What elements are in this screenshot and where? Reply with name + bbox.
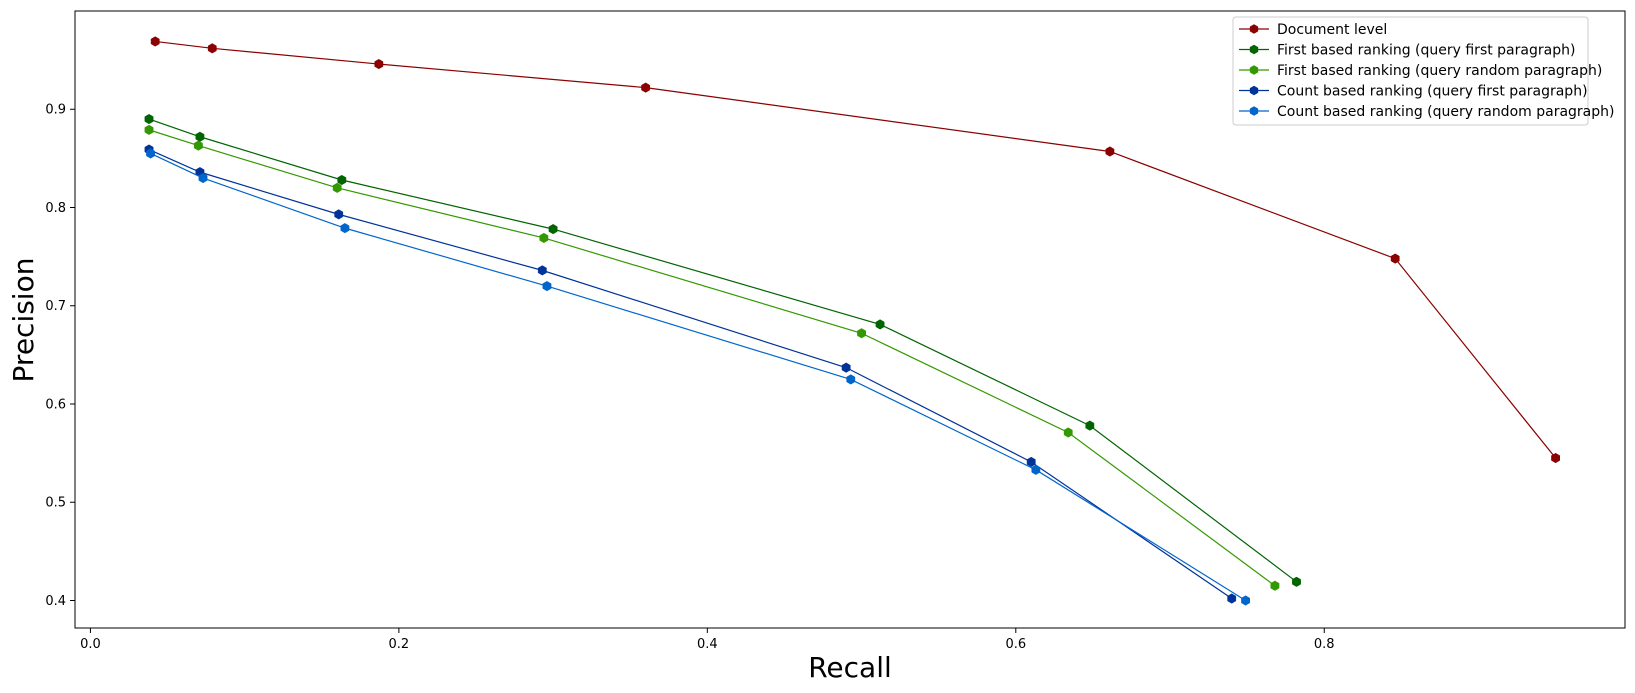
x-tick-label: 0.4 [697, 637, 718, 652]
series-5 [146, 148, 1250, 606]
data-point [144, 113, 154, 125]
legend-marker [1249, 44, 1259, 55]
y-tick-label: 0.9 [45, 103, 66, 118]
data-point [875, 319, 885, 330]
y-tick-label: 0.8 [45, 201, 66, 216]
data-point [146, 148, 155, 159]
x-tick-label: 0.0 [80, 637, 101, 652]
data-point [198, 172, 208, 184]
y-tick-label: 0.6 [45, 397, 66, 412]
data-point [1241, 595, 1250, 606]
data-point [841, 362, 851, 373]
data-point [374, 58, 384, 70]
legend: Document level First based ranking (query… [1232, 16, 1614, 126]
data-point [1390, 253, 1400, 264]
data-point [1270, 580, 1280, 591]
y-tick-label: 0.4 [45, 594, 66, 609]
legend-label: First based ranking (query random paragr… [1277, 63, 1602, 79]
data-point [1031, 464, 1041, 475]
y-tick-label: 0.7 [45, 299, 66, 314]
legend-item: Document level [1239, 22, 1387, 38]
legend-box [1232, 16, 1589, 126]
data-point [340, 223, 350, 234]
data-point [1026, 456, 1036, 468]
data-point [150, 36, 160, 47]
data-point [537, 265, 547, 276]
series-layer [144, 36, 1560, 606]
data-point [334, 209, 344, 220]
data-point [548, 224, 558, 235]
data-point [193, 140, 203, 151]
x-axis-title: Recall [808, 651, 892, 684]
data-point [641, 82, 651, 93]
legend-item: Count based ranking (query random paragr… [1239, 104, 1614, 120]
data-point [1063, 427, 1073, 438]
data-point [337, 174, 347, 186]
legend-label: Document level [1277, 22, 1387, 38]
data-point [1292, 576, 1301, 587]
data-point [1227, 593, 1237, 604]
data-point [144, 124, 154, 135]
data-point [195, 131, 205, 142]
data-point [1085, 420, 1095, 431]
x-tick-label: 0.8 [1314, 637, 1335, 652]
data-point [1105, 146, 1115, 157]
series-3 [144, 124, 1280, 591]
legend-marker [1249, 85, 1259, 96]
legend-label: Count based ranking (query first paragra… [1277, 84, 1588, 100]
y-tick-label: 0.5 [45, 496, 66, 511]
x-axis-ticks: 0.0 0.2 0.4 0.6 0.8 [80, 628, 1335, 652]
legend-marker [1249, 24, 1259, 34]
x-tick-label: 0.6 [1005, 637, 1026, 652]
data-point [332, 182, 342, 193]
data-point [857, 328, 866, 339]
series-1 [150, 36, 1560, 464]
legend-item: First based ranking (query first paragra… [1239, 43, 1575, 59]
data-point [542, 281, 552, 292]
legend-entries: Document level First based ranking (query… [1239, 22, 1614, 120]
y-axis-ticks: 0.4 0.5 0.6 0.7 0.8 0.9 [45, 103, 75, 609]
data-point [207, 43, 217, 54]
legend-marker [1249, 65, 1259, 75]
legend-label: Count based ranking (query random paragr… [1277, 104, 1614, 120]
data-point [846, 374, 856, 385]
legend-item: Count based ranking (query first paragra… [1239, 84, 1588, 100]
data-point [539, 232, 549, 244]
series-2 [144, 113, 1301, 587]
y-axis-title: Precision [7, 258, 40, 383]
legend-marker [1249, 106, 1259, 116]
legend-item: First based ranking (query random paragr… [1239, 63, 1602, 79]
data-point [1551, 452, 1560, 464]
legend-label: First based ranking (query first paragra… [1277, 43, 1575, 59]
x-tick-label: 0.2 [389, 637, 410, 652]
